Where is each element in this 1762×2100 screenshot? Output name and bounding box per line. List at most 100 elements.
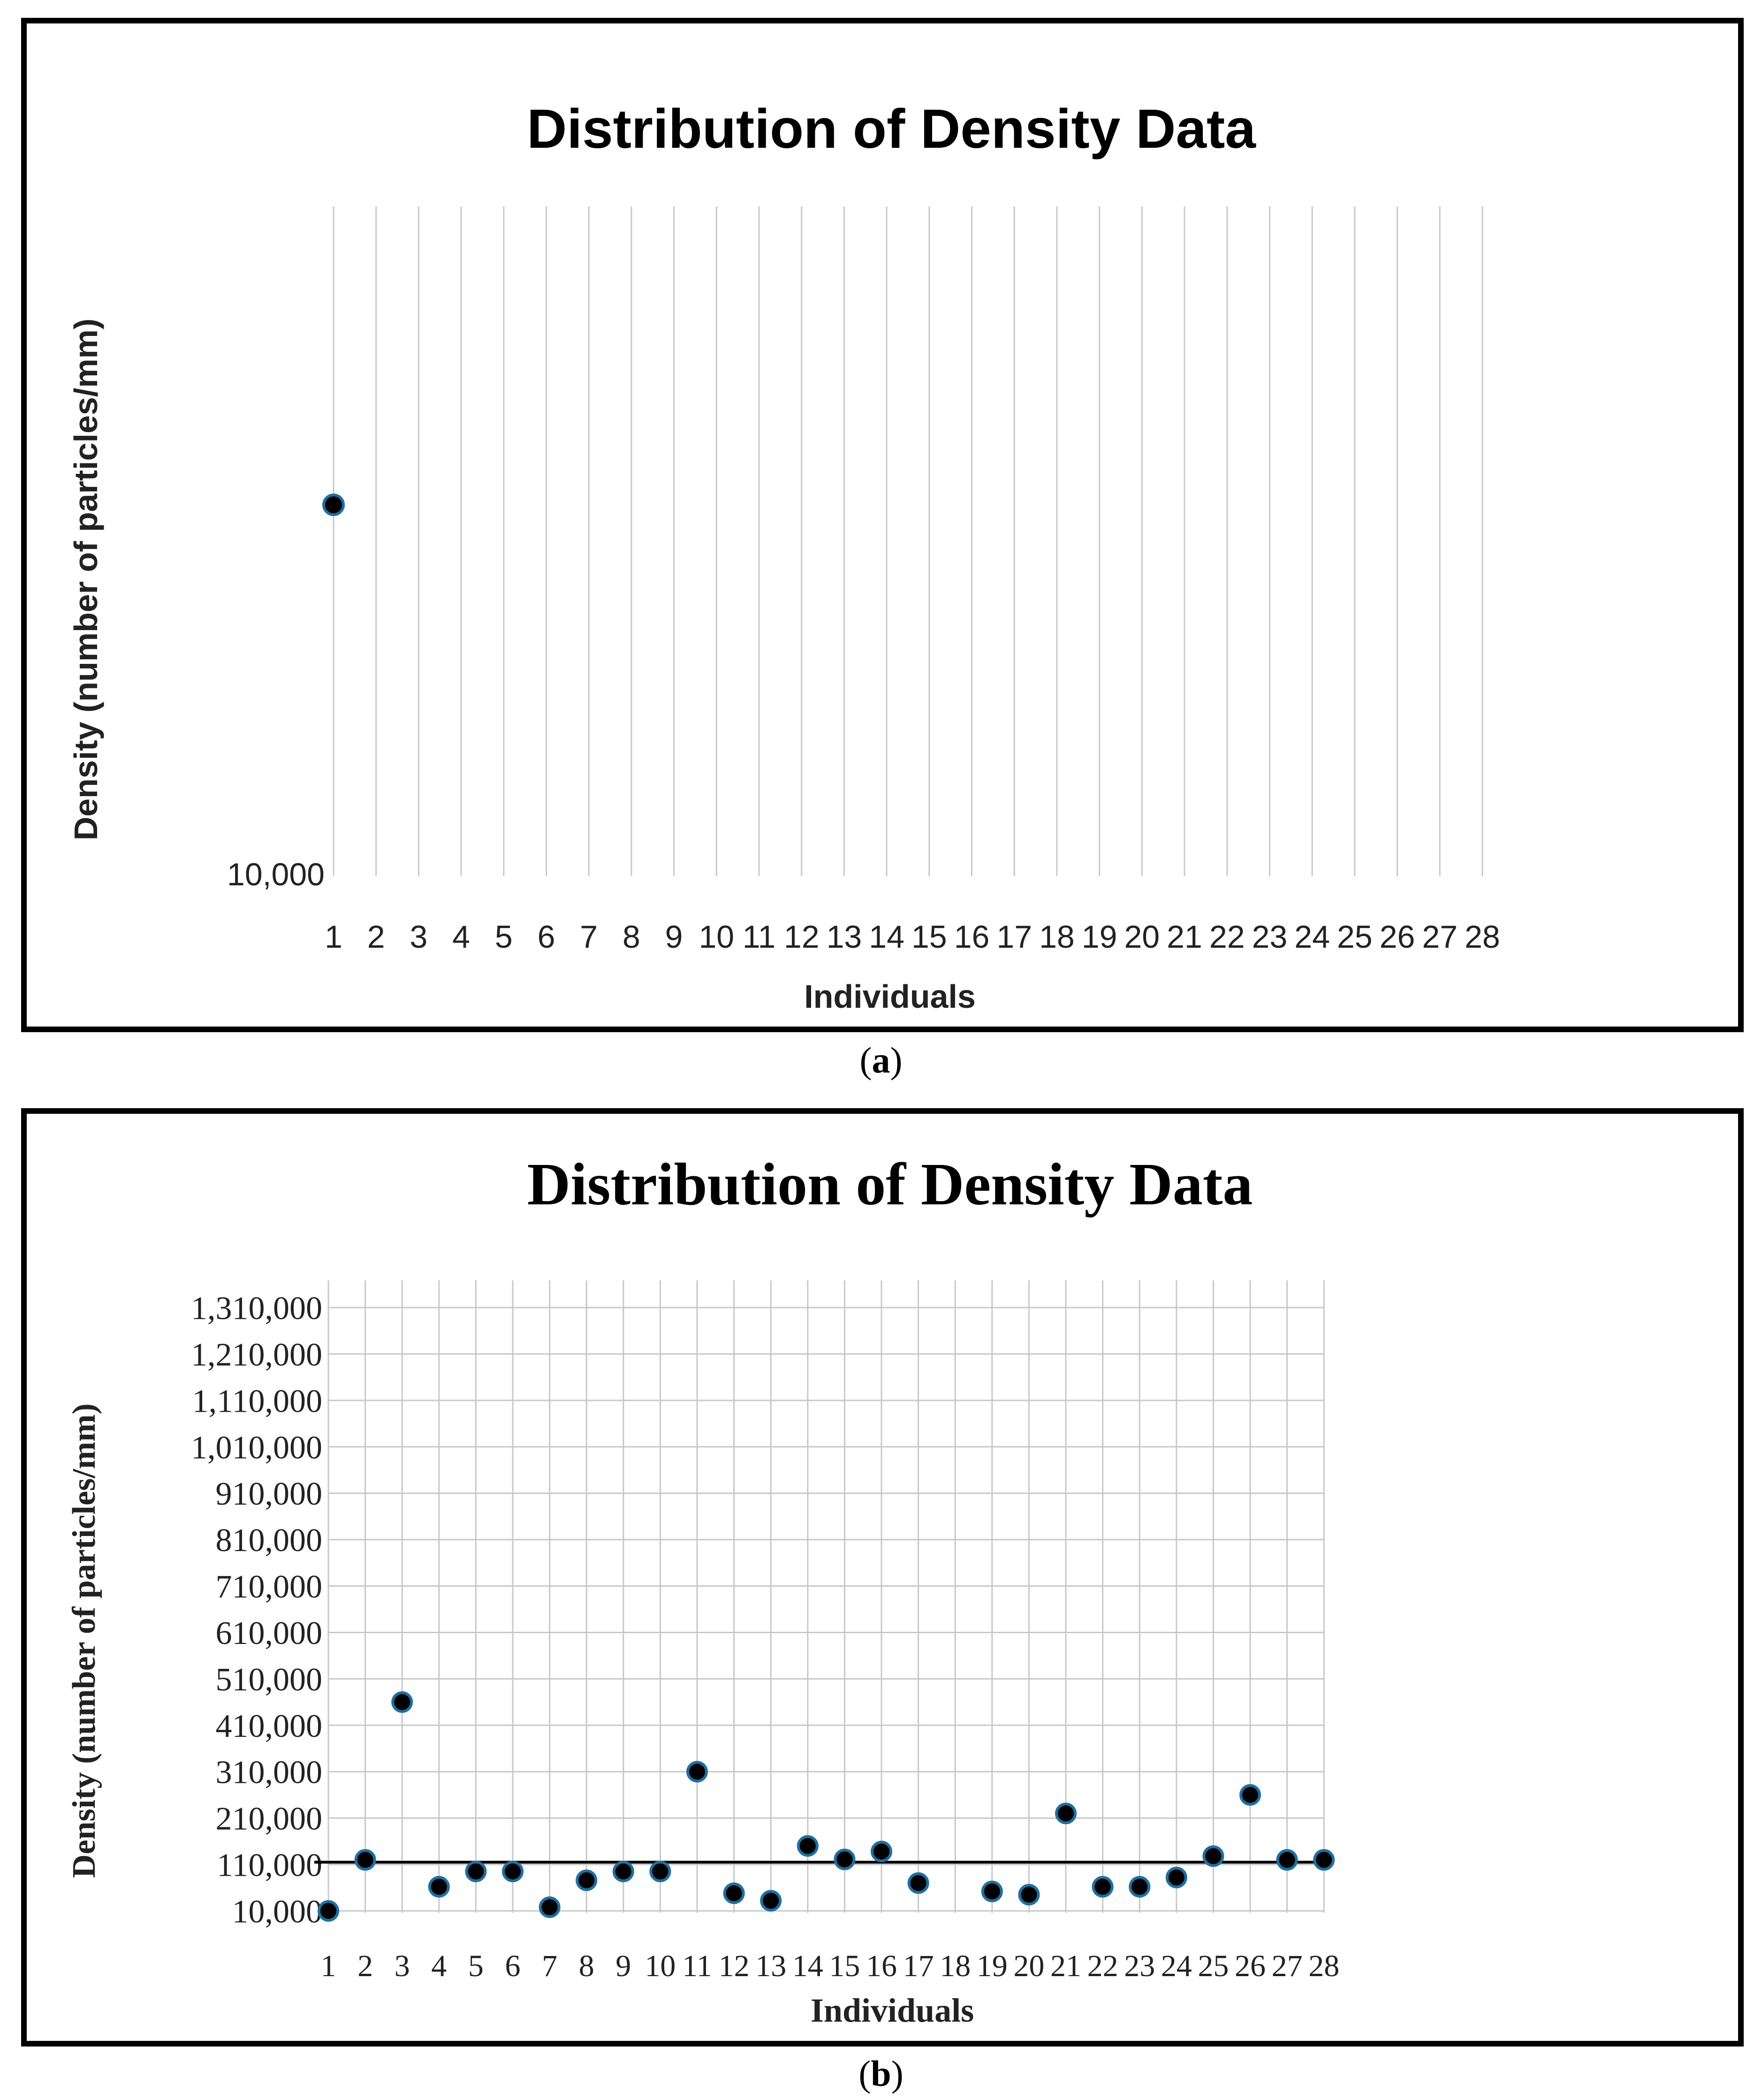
x-tick-label: 8 xyxy=(623,919,640,955)
x-tick-label: 9 xyxy=(665,919,683,955)
x-tick-label: 25 xyxy=(1337,919,1373,955)
y-tick-label: 910,000 xyxy=(216,1476,323,1512)
data-point xyxy=(1239,1784,1261,1806)
data-point xyxy=(871,1841,892,1863)
x-tick-label: 18 xyxy=(1039,919,1075,955)
x-tick-label: 25 xyxy=(1198,1949,1229,1983)
data-point xyxy=(723,1882,745,1904)
x-tick-label: 26 xyxy=(1380,919,1415,955)
chart-a: Distribution of Density Data1,310,0001,2… xyxy=(68,98,1500,1015)
x-tick-label: 17 xyxy=(996,919,1032,955)
x-tick-label: 26 xyxy=(1235,1949,1266,1983)
y-tick-label: 310,000 xyxy=(216,1755,323,1791)
x-tick-label: 19 xyxy=(1082,919,1117,955)
x-tick-label: 3 xyxy=(395,1949,410,1983)
y-tick-label: 10,000 xyxy=(227,857,325,892)
x-tick-label: 18 xyxy=(940,1949,971,1983)
grid-a xyxy=(333,206,1483,876)
x-axis-label: Individuals xyxy=(804,978,976,1015)
data-point xyxy=(686,1761,708,1783)
x-tick-label: 28 xyxy=(1308,1949,1339,1983)
data-point xyxy=(797,1835,819,1857)
chart-title: Distribution of Density Data xyxy=(527,98,1256,160)
x-tick-label: 10 xyxy=(699,919,734,955)
data-point xyxy=(1018,1884,1040,1906)
x-tick-label: 27 xyxy=(1272,1949,1303,1983)
y-axis-label: Density (number of particles/mm) xyxy=(66,1403,102,1878)
data-point xyxy=(391,1691,413,1713)
data-point xyxy=(322,494,345,516)
y-tick-label: 1,110,000 xyxy=(192,1383,322,1419)
x-tick-label: 11 xyxy=(682,1949,712,1983)
x-tick-label: 4 xyxy=(431,1949,447,1983)
x-tick-label: 2 xyxy=(367,919,385,955)
x-tick-label: 6 xyxy=(538,919,555,955)
x-tick-label: 11 xyxy=(743,919,776,955)
x-tick-label: 8 xyxy=(579,1949,594,1983)
x-tick-label: 13 xyxy=(755,1949,786,1983)
caption-b: (b) xyxy=(858,2053,904,2094)
x-tick-label: 9 xyxy=(615,1949,631,1983)
x-tick-label: 1 xyxy=(321,1949,336,1983)
data-point xyxy=(1092,1876,1114,1898)
y-tick-label: 710,000 xyxy=(216,1569,323,1605)
x-tick-label: 15 xyxy=(829,1949,860,1983)
data-point xyxy=(1055,1803,1077,1825)
y-tick-label: 610,000 xyxy=(216,1615,323,1651)
x-tick-label: 4 xyxy=(452,919,470,955)
data-point xyxy=(649,1860,671,1882)
x-tick-label: 22 xyxy=(1209,919,1245,955)
x-tick-label: 22 xyxy=(1087,1949,1118,1983)
data-point xyxy=(1313,1849,1335,1871)
data-point xyxy=(907,1872,929,1894)
x-tick-label: 7 xyxy=(542,1949,557,1983)
data-point xyxy=(502,1860,524,1882)
x-tick-label: 6 xyxy=(505,1949,521,1983)
x-tick-label: 17 xyxy=(903,1949,934,1983)
data-point xyxy=(576,1869,598,1891)
x-tick-label: 24 xyxy=(1161,1949,1192,1983)
y-tick-label: 1,210,000 xyxy=(191,1337,322,1373)
x-tick-label: 3 xyxy=(410,919,427,955)
y-tick-label: 1,010,000 xyxy=(191,1430,322,1466)
x-tick-label: 14 xyxy=(869,919,904,955)
y-tick-label: 1,310,000 xyxy=(191,1291,322,1327)
y-tick-label: 810,000 xyxy=(216,1522,323,1559)
chart-b: Distribution of Density Data 1,310,000 1,2… xyxy=(66,1151,1339,2029)
y-tick-label: 10,000 xyxy=(232,1894,323,1930)
data-point xyxy=(1129,1876,1151,1898)
x-tick-label: 23 xyxy=(1124,1949,1155,1983)
x-tick-label: 15 xyxy=(911,919,947,955)
data-point xyxy=(1165,1866,1187,1888)
x-tick-label: 13 xyxy=(827,919,862,955)
chart-title: Distribution of Density Data xyxy=(527,1151,1253,1217)
x-tick-label: 7 xyxy=(580,919,598,955)
data-point xyxy=(318,1900,339,1922)
x-tick-label: 27 xyxy=(1422,919,1458,955)
data-point xyxy=(1276,1849,1298,1871)
x-tick-label: 20 xyxy=(1013,1949,1044,1983)
data-point xyxy=(834,1849,856,1871)
data-point xyxy=(981,1880,1003,1902)
data-point xyxy=(760,1890,782,1912)
x-axis-label: Individuals xyxy=(811,1992,974,2029)
y-tick-label: 110,000 xyxy=(217,1848,322,1884)
x-tick-label: 12 xyxy=(719,1949,750,1983)
data-point xyxy=(539,1896,561,1918)
x-tick-label: 19 xyxy=(977,1949,1008,1983)
x-tick-label: 5 xyxy=(468,1949,484,1983)
y-tick-label: 510,000 xyxy=(216,1662,323,1698)
y-tick-label: 210,000 xyxy=(216,1801,323,1837)
x-tick-label: 21 xyxy=(1167,919,1202,955)
x-tick-label: 10 xyxy=(645,1949,676,1983)
data-point xyxy=(354,1849,376,1871)
x-tick-label: 28 xyxy=(1465,919,1500,955)
y-tick-label: 410,000 xyxy=(216,1708,323,1744)
x-tick-label: 1 xyxy=(325,919,342,955)
grid-b xyxy=(327,1280,1325,1913)
x-tick-label: 16 xyxy=(866,1949,897,1983)
x-tick-label: 5 xyxy=(495,919,513,955)
x-tick-label: 16 xyxy=(954,919,990,955)
x-tick-label: 24 xyxy=(1294,919,1330,955)
x-tick-label: 20 xyxy=(1124,919,1160,955)
